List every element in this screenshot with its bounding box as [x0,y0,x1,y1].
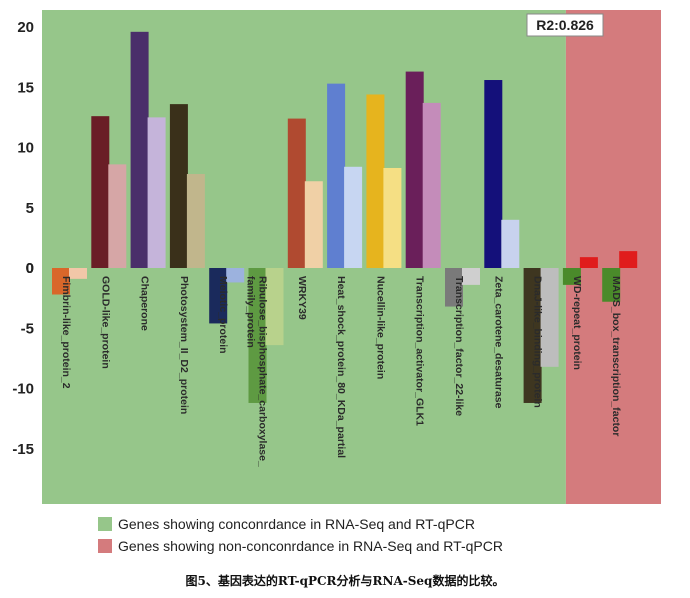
region-background-1 [565,10,661,504]
bar-rna-seq [209,268,228,324]
category-label: MADS_box_transcription_factor [610,276,622,436]
category-label: Nucellin-like_protein [374,276,386,379]
category-label: Transcription_activator_GLK1 [414,276,426,426]
y-tick-label: 10 [17,140,34,157]
bar-rt-qpcr [304,181,323,268]
bar-rt-qpcr [383,167,402,268]
bar-rt-qpcr [540,268,559,367]
bar-rt-qpcr [619,251,638,268]
y-tick-label: 15 [17,79,34,96]
y-tick-label: 0 [26,260,34,277]
bar-rna-seq [52,268,70,295]
category-label: GOLD-like_protein [99,276,111,369]
bar-rna-seq [287,118,306,268]
category-label: Fimbrin-like_protein_2 [60,276,72,389]
r2-box [526,13,604,37]
y-tick-label: 5 [26,200,34,217]
y-tick-label: 0 [26,260,34,277]
bar-rna-seq [327,83,346,268]
bar-rt-qpcr [344,166,363,268]
y-tick-label: -15 [12,441,34,458]
legend-swatch-non-concordance [98,539,112,553]
bar-rt-qpcr [69,268,87,279]
bar-rt-qpcr [462,268,480,285]
bar-rna-seq [562,268,581,285]
y-tick-label: 20 [17,19,34,36]
category-label: Ribulose_bisphosphate_carboxylase_family… [245,276,269,467]
r2-label: R2:0.826 [536,17,594,33]
legend-swatch-concordance [98,517,112,531]
bar-rna-seq [445,268,463,307]
bar-rt-qpcr [108,164,127,268]
y-tick-label: -10 [12,381,34,398]
bar-rna-seq [405,71,424,269]
legend-label-concordance: Genes showing conconrdance in RNA-Seq an… [118,516,475,532]
bar-rt-qpcr [501,219,520,268]
bar-rt-qpcr [186,174,205,268]
category-label: Chaperone [139,276,151,331]
category-label: Heat_shock_protein_80_KDa_partial [335,276,347,458]
bar-rt-qpcr [265,268,284,346]
bar-rt-qpcr [147,117,166,268]
legend-item-non-concordance: Genes showing non-conconrdance in RNA-Se… [98,535,503,557]
bar-rna-seq [91,116,110,268]
legend-label-non-concordance: Genes showing non-conconrdance in RNA-Se… [118,538,503,554]
bar-rna-seq [130,31,149,268]
bar-rt-qpcr [579,257,598,268]
bar-rt-qpcr [422,102,441,268]
category-label: Meiotic_protein [217,276,229,354]
category-label: WRKY39 [296,276,308,320]
bar-rt-qpcr [226,268,245,283]
figure-caption: 图5、基因表达的RT-qPCR分析与RNA-Seq数据的比较。 [185,574,505,588]
legend: Genes showing conconrdance in RNA-Seq an… [98,513,503,557]
bar-rna-seq [523,268,542,403]
bar-rna-seq [248,268,267,403]
category-label: Zeta_carotene_desaturase [492,276,504,409]
category-label: Photosystem_II_D2_protein [178,276,190,414]
chart: -15-10-5051015200R2:0.826Fimbrin-like_pr… [12,10,661,504]
category-label: WD-repeat_protein [571,276,583,370]
category-label: DnaJ-like_binding_protein [532,276,544,408]
bar-rna-seq [484,80,503,269]
y-tick-label: -5 [21,320,34,337]
bar-rna-seq [169,104,188,269]
bar-rna-seq [366,94,385,268]
category-label: Transcription_factor_22-like [453,276,465,416]
bar-rna-seq [602,268,621,302]
legend-item-concordance: Genes showing conconrdance in RNA-Seq an… [98,513,503,535]
